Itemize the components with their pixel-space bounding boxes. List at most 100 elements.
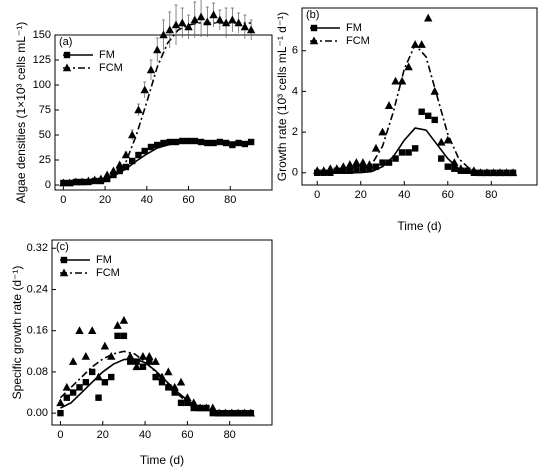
data-point bbox=[204, 139, 211, 147]
data-point bbox=[159, 30, 168, 39]
data-point bbox=[366, 165, 373, 172]
y-axis-label: Specific growth rate (d⁻¹) bbox=[10, 266, 24, 400]
data-point bbox=[184, 399, 191, 407]
data-point bbox=[215, 15, 225, 24]
data-point bbox=[69, 389, 77, 396]
data-point bbox=[495, 168, 505, 177]
data-point bbox=[482, 168, 492, 177]
data-point bbox=[326, 164, 335, 173]
y-tick-label: 50 bbox=[39, 129, 51, 141]
data-point bbox=[57, 409, 64, 417]
y-tick-label: 150 bbox=[33, 29, 51, 41]
data-point bbox=[154, 141, 161, 149]
data-point bbox=[508, 168, 518, 177]
y-tick-label: 4 bbox=[292, 85, 298, 97]
data-point bbox=[147, 143, 155, 151]
data-point bbox=[177, 399, 185, 407]
data-point bbox=[352, 158, 361, 166]
data-point bbox=[140, 85, 149, 94]
data-point bbox=[165, 384, 172, 391]
data-point bbox=[76, 384, 83, 391]
data-point bbox=[158, 379, 166, 386]
data-point bbox=[160, 139, 167, 147]
data-point bbox=[197, 138, 205, 146]
x-tick-label: 40 bbox=[398, 189, 410, 201]
data-point bbox=[203, 17, 212, 26]
data-point bbox=[227, 408, 237, 417]
data-point bbox=[397, 76, 407, 85]
data-point bbox=[209, 409, 216, 417]
data-point bbox=[340, 167, 347, 174]
y-tick-label: 100 bbox=[33, 79, 51, 91]
data-point bbox=[410, 40, 420, 48]
data-point bbox=[103, 175, 111, 183]
data-point bbox=[82, 379, 90, 386]
data-point bbox=[456, 164, 466, 173]
y-tick-label: 0.24 bbox=[27, 283, 48, 295]
data-point bbox=[132, 362, 141, 371]
data-point bbox=[65, 178, 74, 187]
data-point bbox=[240, 22, 250, 31]
data-point bbox=[114, 332, 121, 340]
panel-label: (a) bbox=[59, 36, 72, 48]
x-tick-label: 80 bbox=[224, 194, 236, 206]
data-point bbox=[411, 145, 419, 152]
data-point bbox=[81, 351, 91, 360]
data-point bbox=[109, 166, 118, 175]
data-point bbox=[234, 18, 243, 27]
data-point bbox=[185, 137, 192, 145]
data-point bbox=[476, 168, 485, 177]
data-point bbox=[222, 139, 230, 147]
data-point bbox=[391, 76, 400, 85]
data-point bbox=[121, 150, 131, 159]
data-point bbox=[90, 175, 99, 184]
data-point bbox=[430, 86, 439, 95]
data-point bbox=[332, 164, 342, 173]
data-point bbox=[75, 326, 84, 334]
data-point bbox=[139, 363, 147, 370]
data-point bbox=[425, 112, 432, 120]
plot-frame bbox=[301, 7, 538, 186]
data-point bbox=[378, 127, 387, 136]
data-point bbox=[110, 171, 117, 179]
data-point bbox=[210, 139, 217, 147]
data-point bbox=[176, 377, 186, 386]
data-point bbox=[202, 403, 211, 412]
data-point bbox=[196, 12, 206, 21]
data-point bbox=[450, 158, 459, 166]
x-tick-label: 20 bbox=[97, 429, 109, 441]
legend-label: FM bbox=[346, 22, 362, 34]
data-point bbox=[59, 178, 68, 187]
data-point bbox=[96, 174, 106, 183]
x-tick-label: 0 bbox=[314, 189, 320, 201]
data-point bbox=[122, 163, 130, 171]
data-point bbox=[153, 45, 162, 54]
data-point bbox=[145, 351, 154, 360]
data-point bbox=[133, 358, 140, 365]
data-point bbox=[221, 18, 231, 27]
data-point bbox=[183, 393, 192, 401]
data-point bbox=[189, 398, 198, 407]
data-point bbox=[404, 62, 413, 71]
data-point bbox=[151, 357, 160, 365]
data-point bbox=[371, 143, 381, 152]
legend-marker bbox=[62, 63, 72, 72]
data-point bbox=[119, 315, 129, 324]
data-point bbox=[451, 165, 458, 172]
data-point bbox=[489, 168, 498, 177]
data-point bbox=[191, 137, 198, 145]
y-tick-label: 25 bbox=[39, 154, 51, 166]
data-point bbox=[246, 25, 256, 34]
x-tick-label: 20 bbox=[355, 189, 367, 201]
data-point bbox=[138, 351, 148, 360]
data-point bbox=[437, 137, 446, 146]
plot-frame bbox=[54, 34, 273, 191]
data-point bbox=[209, 10, 218, 19]
data-point bbox=[170, 382, 179, 391]
legend-marker bbox=[60, 256, 68, 264]
x-tick-label: 40 bbox=[141, 194, 153, 206]
y-tick-label: 0 bbox=[292, 167, 298, 179]
x-tick-label: 60 bbox=[442, 189, 454, 201]
data-point bbox=[115, 160, 124, 169]
data-point bbox=[346, 167, 354, 174]
